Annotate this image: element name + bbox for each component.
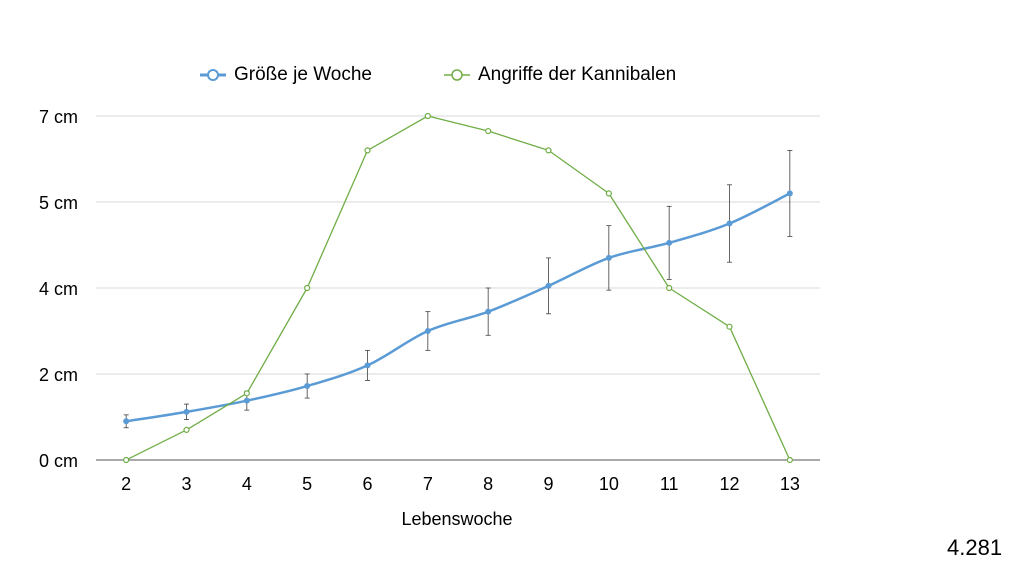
- x-tick-label: 3: [181, 474, 191, 494]
- legend-item-size: Größe je Woche: [200, 64, 372, 86]
- y-tick-label: 4 cm: [39, 279, 78, 299]
- legend-line-marker-icon: [200, 69, 226, 81]
- series-line-0: [125, 192, 791, 423]
- data-point: [183, 408, 190, 415]
- slide-number: 4.281: [947, 535, 1003, 560]
- data-point: [485, 127, 492, 135]
- x-tick-label: 5: [302, 474, 312, 494]
- x-axis-ticks: 2 3 4 5 6 7 8 9 10 11 12 13: [121, 474, 800, 494]
- data-point: [364, 362, 371, 369]
- x-tick-label: 12: [719, 474, 739, 494]
- data-point: [666, 239, 673, 246]
- data-points: [123, 112, 793, 464]
- data-point: [786, 190, 793, 197]
- legend: Größe je Woche Angriffe der Kannibalen: [200, 64, 676, 86]
- data-point: [364, 147, 371, 154]
- x-tick-label: 9: [543, 474, 553, 494]
- y-axis-ticks: 0 cm 2 cm 4 cm 5 cm 7 cm: [39, 107, 78, 471]
- data-point: [485, 308, 492, 315]
- y-tick-label: 2 cm: [39, 365, 78, 385]
- data-point: [304, 383, 311, 390]
- y-tick-label: 7 cm: [39, 107, 78, 127]
- x-tick-label: 13: [780, 474, 800, 494]
- data-point: [545, 282, 552, 289]
- data-point: [304, 284, 311, 292]
- data-point: [123, 456, 130, 464]
- data-point: [243, 397, 250, 404]
- data-point: [726, 220, 733, 227]
- x-tick-label: 11: [660, 474, 679, 494]
- gridlines: [96, 115, 820, 461]
- x-tick-label: 8: [483, 474, 493, 494]
- data-point: [786, 456, 793, 464]
- series-line-1: [125, 115, 791, 461]
- data-point: [424, 112, 431, 120]
- x-tick-label: 6: [362, 474, 372, 494]
- data-point: [726, 323, 733, 330]
- data-point: [545, 147, 552, 154]
- data-point: [424, 328, 431, 334]
- data-point: [605, 254, 612, 261]
- data-point: [183, 426, 190, 433]
- data-point: [666, 284, 673, 292]
- x-axis-label: Lebenswoche: [401, 509, 513, 529]
- x-tick-label: 7: [423, 474, 433, 494]
- x-tick-label: 4: [242, 474, 252, 494]
- legend-label-size: Größe je Woche: [234, 64, 372, 85]
- legend-line-marker-icon: [443, 69, 470, 81]
- legend-label-attacks: Angriffe der Kannibalen: [477, 64, 677, 85]
- x-tick-label: 10: [599, 474, 619, 494]
- y-tick-label: 0 cm: [39, 451, 78, 471]
- data-point: [243, 390, 250, 397]
- legend-item-attacks: Angriffe der Kannibalen: [443, 64, 677, 86]
- y-tick-label: 5 cm: [39, 193, 78, 213]
- data-point: [605, 190, 612, 197]
- x-tick-label: 2: [121, 474, 131, 494]
- error-bars: [123, 149, 793, 429]
- data-point: [123, 418, 130, 425]
